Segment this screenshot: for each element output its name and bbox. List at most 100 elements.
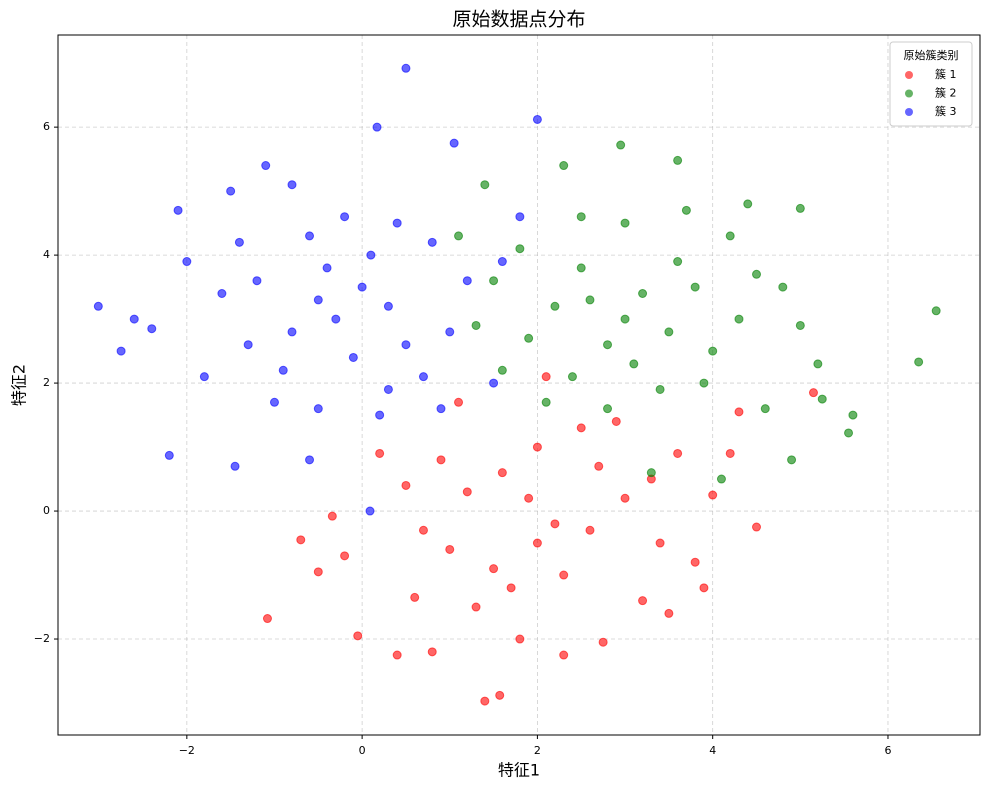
- scatter-point: [690, 282, 700, 292]
- x-tick-label: 4: [709, 744, 716, 757]
- scatter-point: [708, 346, 718, 356]
- scatter-point: [418, 372, 428, 382]
- scatter-point: [532, 538, 542, 548]
- scatter-point: [392, 650, 402, 660]
- scatter-point: [699, 583, 709, 593]
- legend-box: [889, 41, 973, 127]
- scatter-point: [598, 637, 608, 647]
- scatter-point: [287, 180, 297, 190]
- scatter-point: [230, 461, 240, 471]
- scatter-point: [550, 519, 560, 529]
- scatter-point: [372, 122, 382, 132]
- scatter-point: [313, 404, 323, 414]
- scatter-point: [495, 690, 505, 700]
- legend-label: 簇 3: [935, 104, 957, 118]
- scatter-point: [340, 551, 350, 561]
- y-tick-label: 0: [43, 504, 50, 517]
- x-tick-label: −2: [179, 744, 195, 757]
- y-tick-label: −2: [34, 632, 50, 645]
- scatter-point: [760, 404, 770, 414]
- scatter-point: [116, 346, 126, 356]
- scatter-point: [743, 199, 753, 209]
- scatter-point: [603, 404, 613, 414]
- y-tick-label: 4: [43, 248, 50, 261]
- x-tick-label: 2: [534, 744, 541, 757]
- scatter-point: [778, 282, 788, 292]
- scatter-point: [164, 450, 174, 460]
- scatter-point: [366, 250, 376, 260]
- scatter-point: [436, 455, 446, 465]
- scatter-point: [844, 428, 854, 438]
- y-axis-label: 特征2: [10, 364, 29, 406]
- scatter-point: [817, 394, 827, 404]
- scatter-point: [620, 314, 630, 324]
- scatter-point: [716, 474, 726, 484]
- scatter-point: [752, 522, 762, 532]
- scatter-point: [497, 365, 507, 375]
- scatter-point: [489, 378, 499, 388]
- scatter-point: [401, 63, 411, 73]
- scatter-point: [585, 295, 595, 305]
- x-tick-label: 6: [884, 744, 891, 757]
- scatter-point: [734, 407, 744, 417]
- scatter-point: [199, 372, 209, 382]
- scatter-point: [795, 203, 805, 213]
- scatter-point: [616, 140, 626, 150]
- scatter-point: [848, 410, 858, 420]
- scatter-point: [296, 535, 306, 545]
- legend-label: 簇 2: [935, 86, 957, 100]
- scatter-point: [515, 244, 525, 254]
- scatter-point: [752, 269, 762, 279]
- scatter-point: [375, 410, 385, 420]
- scatter-point: [567, 372, 577, 382]
- scatter-point: [445, 327, 455, 337]
- scatter-point: [708, 490, 718, 500]
- scatter-point: [532, 114, 542, 124]
- scatter-point: [427, 237, 437, 247]
- scatter-point: [261, 161, 271, 171]
- scatter-point: [638, 289, 648, 299]
- scatter-point: [480, 180, 490, 190]
- scatter-point: [340, 212, 350, 222]
- scatter-point: [559, 570, 569, 580]
- scatter-point: [638, 596, 648, 606]
- scatter-point: [243, 340, 253, 350]
- scatter-point: [462, 276, 472, 286]
- scatter-point: [787, 455, 797, 465]
- scatter-point: [725, 448, 735, 458]
- scatter-point: [454, 397, 464, 407]
- scatter-point: [462, 487, 472, 497]
- scatter-point: [357, 282, 367, 292]
- legend-title: 原始簇类别: [904, 48, 959, 62]
- scatter-point: [129, 314, 139, 324]
- scatter-point: [445, 544, 455, 554]
- scatter-point: [454, 231, 464, 241]
- scatter-point: [365, 506, 375, 516]
- scatter-point: [515, 634, 525, 644]
- scatter-point: [541, 397, 551, 407]
- legend-marker: [905, 108, 913, 116]
- scatter-point: [410, 592, 420, 602]
- scatter-point: [278, 365, 288, 375]
- scatter-point: [646, 468, 656, 478]
- scatter-point: [690, 557, 700, 567]
- scatter-point: [147, 324, 157, 334]
- scatter-point: [559, 161, 569, 171]
- scatter-point: [808, 388, 818, 398]
- scatter-point: [252, 276, 262, 286]
- scatter-point: [305, 455, 315, 465]
- scatter-point: [795, 320, 805, 330]
- scatter-point: [480, 696, 490, 706]
- scatter-point: [524, 493, 534, 503]
- scatter-point: [524, 333, 534, 343]
- scatter-point: [673, 257, 683, 267]
- scatter-point: [673, 155, 683, 165]
- scatter-point: [383, 301, 393, 311]
- scatter-point: [497, 468, 507, 478]
- scatter-point: [611, 416, 621, 426]
- scatter-point: [331, 314, 341, 324]
- scatter-point: [234, 237, 244, 247]
- scatter-point: [497, 257, 507, 267]
- scatter-point: [262, 614, 272, 624]
